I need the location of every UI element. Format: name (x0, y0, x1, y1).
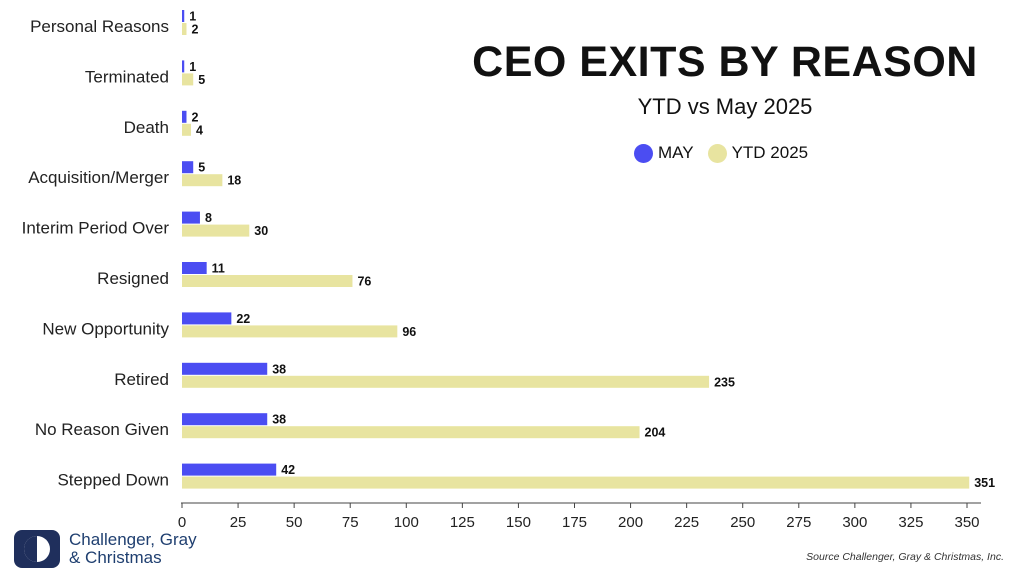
category-label-terminated: Terminated (85, 67, 169, 86)
x-tick-label-175: 175 (562, 514, 587, 531)
x-tick-label-325: 325 (898, 514, 923, 531)
category-label-acquisition-merger: Acquisition/Merger (28, 168, 169, 187)
bar-may-interim-period-over (182, 211, 200, 224)
logo-line-1: Challenger, Gray (69, 530, 197, 549)
logo-text: Challenger, Gray & Christmas (69, 531, 197, 567)
data-label-may-stepped-down: 42 (281, 463, 295, 477)
bar-ytd-2025-new-opportunity (182, 325, 398, 338)
x-tick-label-125: 125 (450, 514, 475, 531)
data-label-may-death: 2 (191, 110, 198, 124)
category-label-no-reason-given: No Reason Given (35, 420, 169, 439)
bar-ytd-2025-stepped-down (182, 476, 970, 489)
data-label-ytd-2025-personal-reasons: 2 (191, 23, 198, 37)
bar-ytd-2025-resigned (182, 275, 353, 287)
x-tick-label-75: 75 (342, 514, 359, 531)
x-tick-label-300: 300 (842, 514, 867, 531)
bar-ytd-2025-retired (182, 375, 710, 388)
data-label-ytd-2025-acquisition-merger: 18 (227, 174, 241, 188)
bar-may-acquisition-merger (182, 161, 194, 174)
category-label-retired: Retired (114, 370, 169, 389)
bar-may-retired (182, 362, 268, 375)
data-label-ytd-2025-new-opportunity: 96 (402, 325, 416, 339)
x-tick-label-150: 150 (506, 514, 531, 531)
category-label-personal-reasons: Personal Reasons (30, 17, 169, 36)
data-label-ytd-2025-stepped-down: 351 (974, 476, 995, 490)
bar-may-no-reason-given (182, 413, 268, 426)
x-tick-label-225: 225 (674, 514, 699, 531)
bar-may-personal-reasons (182, 10, 185, 22)
bar-ytd-2025-death (182, 123, 191, 136)
data-label-may-resigned: 11 (212, 262, 225, 276)
bar-ytd-2025-interim-period-over (182, 224, 250, 237)
x-tick-label-350: 350 (954, 514, 979, 531)
x-axis-ticks: 0 25 50 75 100 125 150 175 200 225 250 275 300 325 350 (178, 503, 980, 531)
bar-may-new-opportunity (182, 312, 232, 325)
data-label-may-personal-reasons: 1 (189, 10, 196, 24)
bar-ytd-2025-terminated (182, 73, 194, 86)
chart-subtitle: YTD vs May 2025 (637, 94, 813, 119)
source-note: Source Challenger, Gray & Christmas, Inc… (806, 551, 1004, 563)
data-label-may-acquisition-merger: 5 (198, 161, 205, 175)
legend: MAY YTD 2025 (634, 143, 822, 163)
data-label-ytd-2025-interim-period-over: 30 (254, 224, 268, 238)
half-moon-logo-icon (14, 530, 60, 568)
data-label-may-no-reason-given: 38 (272, 413, 286, 427)
x-tick-label-0: 0 (178, 514, 186, 531)
data-label-ytd-2025-terminated: 5 (198, 73, 205, 87)
legend-item-may: MAY (634, 143, 694, 163)
data-label-ytd-2025-retired: 235 (714, 375, 735, 389)
labels-group: Personal Reasons12Terminated15Death24Acq… (22, 10, 996, 491)
bar-ytd-2025-acquisition-merger (182, 174, 223, 187)
bar-may-death (182, 110, 187, 123)
x-tick-label-100: 100 (394, 514, 419, 531)
x-tick-label-275: 275 (786, 514, 811, 531)
data-label-may-new-opportunity: 22 (236, 312, 250, 326)
bar-may-resigned (182, 262, 207, 274)
category-label-stepped-down: Stepped Down (57, 471, 169, 490)
x-tick-label-25: 25 (230, 514, 247, 531)
category-label-resigned: Resigned (97, 269, 169, 288)
x-tick-label-250: 250 (730, 514, 755, 531)
x-tick-label-200: 200 (618, 514, 643, 531)
x-tick-label-50: 50 (286, 514, 303, 531)
bar-may-stepped-down (182, 463, 277, 476)
category-label-interim-period-over: Interim Period Over (22, 219, 170, 238)
category-label-new-opportunity: New Opportunity (42, 319, 169, 338)
data-label-ytd-2025-no-reason-given: 204 (645, 426, 666, 440)
data-label-may-retired: 38 (272, 362, 286, 376)
bar-ytd-2025-personal-reasons (182, 23, 187, 35)
data-label-ytd-2025-resigned: 76 (357, 275, 371, 289)
legend-swatch-ytd (707, 143, 727, 163)
chart-title: CEO EXITS BY REASON (472, 38, 978, 86)
data-label-may-interim-period-over: 8 (205, 211, 212, 225)
bar-may-terminated (182, 60, 185, 73)
bars-group (182, 10, 970, 489)
data-label-may-terminated: 1 (189, 60, 196, 74)
legend-label-may: MAY (658, 143, 694, 162)
logo-line-2: & Christmas (69, 548, 162, 567)
data-label-ytd-2025-death: 4 (196, 123, 203, 137)
category-label-death: Death (124, 118, 169, 137)
legend-swatch-may (634, 143, 653, 163)
company-logo: Challenger, Gray & Christmas (14, 530, 197, 568)
legend-label-ytd: YTD 2025 (731, 143, 809, 162)
bar-ytd-2025-no-reason-given (182, 426, 640, 439)
legend-item-ytd: YTD 2025 (707, 143, 809, 163)
